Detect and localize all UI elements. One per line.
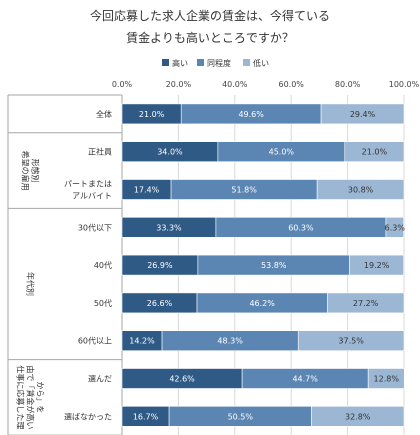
category-label: 50代 — [94, 298, 112, 308]
chart-legend: 高い 同程度 低い — [162, 58, 269, 68]
data-label: 14.2% — [129, 337, 155, 346]
data-label: 16.7% — [133, 412, 159, 421]
x-tick-label: 80.0% — [335, 80, 361, 89]
group-label: 年代別 — [26, 272, 36, 296]
category-label: アルバイト — [72, 192, 112, 201]
data-label: 21.0% — [139, 110, 165, 119]
bar-segment-low — [349, 254, 405, 276]
category-label: 全体 — [96, 109, 112, 119]
x-tick-label: 60.0% — [278, 80, 304, 89]
data-label: 44.7% — [292, 375, 318, 384]
data-label: 60.3% — [288, 223, 314, 232]
data-label: 53.8% — [261, 261, 287, 270]
bar-rows: 全体 21.0% 49.6% 29.4% 正社員 34.0% 45.0% 21.0% パートまた… — [64, 103, 406, 427]
bar-segment-low — [326, 292, 405, 314]
category-label: 正社員 — [88, 147, 112, 157]
category-label: 30代以下 — [78, 222, 112, 232]
x-axis-ticks: 0.0% 20.0% 40.0% 60.0% 80.0% 100.0% — [112, 80, 420, 89]
data-label: 33.3% — [156, 223, 182, 232]
data-label: 50.5% — [228, 412, 254, 421]
data-label: 29.4% — [350, 110, 376, 119]
data-label: 34.0% — [157, 148, 183, 157]
bar-segment-low — [344, 141, 405, 162]
legend-label: 低い — [253, 58, 269, 68]
data-label: 42.6% — [169, 375, 195, 384]
data-label: 48.3% — [217, 337, 243, 346]
category-label: 選ばなかった — [64, 411, 112, 421]
data-label: 26.9% — [147, 261, 173, 270]
data-label: 27.2% — [353, 299, 379, 308]
group-label: 形態別 — [31, 159, 41, 183]
category-label: パートまたは — [64, 180, 112, 189]
legend-label: 高い — [172, 58, 188, 68]
bar-segment-low — [385, 217, 405, 238]
legend-swatch — [162, 59, 169, 66]
legend-swatch — [197, 59, 204, 66]
bar-segment-low — [320, 103, 405, 125]
data-label: 19.2% — [364, 261, 390, 270]
x-tick-label: 100.0% — [389, 80, 420, 89]
chart-title-line-1: 今回応募した求人企業の賃金は、今得ている — [90, 8, 330, 23]
bar-segment-low — [311, 405, 405, 427]
data-label: 30.8% — [348, 186, 374, 195]
data-label: 12.8% — [374, 375, 400, 384]
group-label: 由で「賃金が高い — [26, 365, 36, 429]
x-tick-label: 40.0% — [222, 80, 248, 89]
data-label: 46.2% — [249, 299, 275, 308]
data-label: 32.8% — [345, 412, 371, 421]
category-label: 40代 — [94, 260, 112, 270]
category-label: 選んだ — [88, 374, 112, 384]
bar-segment-low — [367, 368, 405, 389]
data-label: 51.8% — [231, 186, 257, 195]
group-label: から」を — [36, 381, 45, 413]
category-label: 60代以上 — [78, 336, 112, 346]
chart-title-line-2: 賃金よりも高いところですか？ — [126, 30, 294, 45]
data-label: 6.3% — [385, 223, 406, 232]
group-label: 希望の雇用 — [21, 151, 31, 191]
x-tick-label: 0.0% — [112, 80, 133, 89]
data-label: 21.0% — [362, 148, 388, 157]
bar-segment-low — [297, 330, 405, 352]
data-label: 26.6% — [147, 299, 173, 308]
legend-swatch — [243, 59, 250, 66]
x-tick-label: 20.0% — [166, 80, 192, 89]
legend-label: 同程度 — [207, 58, 231, 68]
group-label: 仕事に応募した理 — [16, 365, 26, 429]
data-label: 17.4% — [134, 186, 160, 195]
data-label: 45.0% — [269, 148, 295, 157]
data-label: 49.6% — [238, 110, 264, 119]
bar-segment-low — [316, 179, 405, 200]
data-label: 37.5% — [338, 337, 364, 346]
